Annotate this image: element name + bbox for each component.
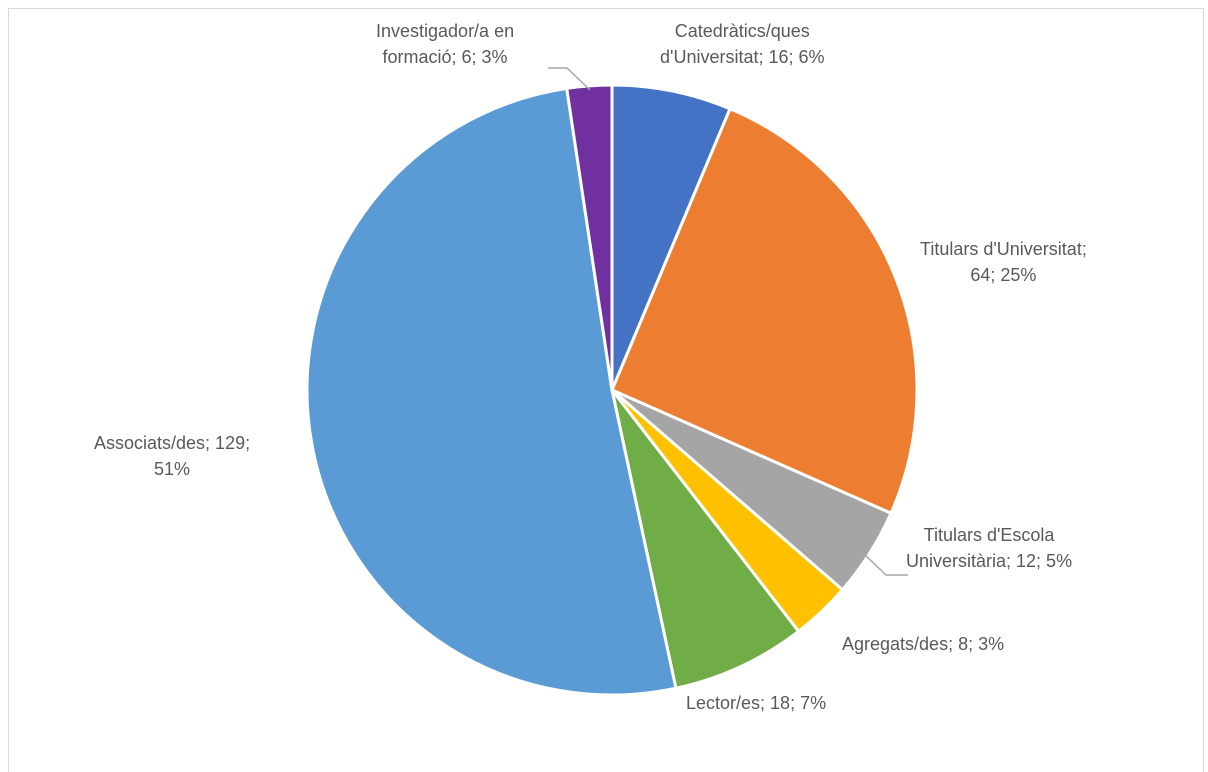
label-titulars-universitat: Titulars d'Universitat; 64; 25% xyxy=(920,239,1087,285)
pie-slice-catedratics xyxy=(610,83,732,392)
pie-slice-associats xyxy=(305,86,678,697)
label-associats: Associats/des; 129; 51% xyxy=(94,433,251,479)
label-agregats: Agregats/des; 8; 3% xyxy=(842,634,1005,654)
label-catedratics: Catedràtics/ques d'Universitat; 16; 6% xyxy=(660,21,825,67)
label-lectors: Lector/es; 18; 7% xyxy=(686,693,827,713)
pie-slice-titulars-universitat xyxy=(610,107,919,515)
label-titulars-escola: Titulars d'Escola Universitària; 12; 5% xyxy=(906,525,1073,571)
label-investigador: Investigador/a en formació; 6; 3% xyxy=(376,21,515,67)
leader-line-investigador xyxy=(548,67,591,91)
leader-line-titulars-escola xyxy=(861,551,908,576)
pie-slice-lectors xyxy=(610,388,801,690)
pie-slice-investigador xyxy=(565,83,614,392)
